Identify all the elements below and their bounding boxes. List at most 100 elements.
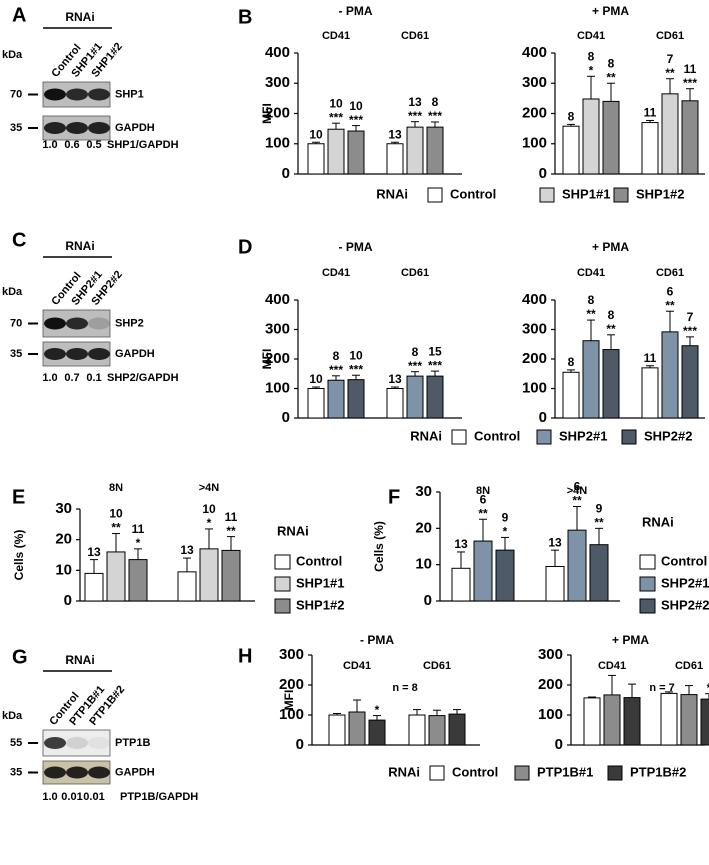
blot-band: [88, 317, 110, 330]
unit-label: kDa: [2, 49, 23, 61]
y-axis-label: MFI: [282, 690, 296, 711]
y-tick-label: 400: [265, 291, 290, 308]
annotation: n = 7: [649, 682, 674, 694]
category-label: CD41: [343, 660, 371, 672]
significance-label: ***: [428, 358, 442, 372]
legend-swatch: [539, 187, 555, 203]
bar: [562, 125, 580, 175]
blot-header: RNAi: [65, 10, 94, 24]
bar: [583, 697, 601, 746]
chart-title: - PMA: [360, 633, 394, 647]
legend-swatch: [639, 576, 656, 592]
bar: [603, 694, 621, 746]
legend-swatch: [427, 187, 443, 203]
bar: [84, 572, 104, 602]
y-tick-label: 10: [55, 561, 72, 578]
bar: [221, 549, 241, 602]
category-label: CD41: [598, 660, 626, 672]
chart-title: + PMA: [592, 240, 629, 254]
blot-band: [66, 766, 88, 779]
legend-swatch: [514, 765, 530, 781]
n-label: 8: [608, 56, 615, 70]
blot-band: [66, 737, 88, 749]
blot-band: [44, 122, 66, 134]
panel-letter: G: [12, 646, 28, 668]
ratio-value: 0.6: [64, 139, 79, 151]
y-tick-label: 200: [522, 350, 547, 367]
y-tick-label: 0: [555, 736, 563, 753]
legend-title: RNAi: [376, 186, 408, 201]
legend-label: SHP1#2: [636, 186, 684, 201]
legend-label: SHP2#1: [559, 428, 607, 443]
n-label: 9: [596, 502, 603, 516]
row-label: GAPDH: [115, 766, 155, 778]
category-label: CD41: [322, 30, 350, 42]
n-label: 6: [480, 492, 487, 506]
n-label: 11: [132, 522, 145, 536]
significance-label: **: [111, 521, 121, 535]
legend-label: SHP2#2: [644, 428, 692, 443]
blot-band: [88, 122, 110, 134]
blot-band: [88, 766, 110, 779]
bar: [199, 548, 219, 602]
significance-label: ***: [683, 76, 697, 90]
y-tick-label: 0: [282, 409, 290, 426]
bar: [106, 551, 126, 602]
legend-title: RNAi: [642, 514, 674, 529]
n-label: 6: [574, 480, 581, 494]
bar: [408, 714, 426, 746]
significance-label: ***: [329, 110, 343, 124]
panel-letter: E: [12, 486, 25, 508]
y-tick-label: 20: [55, 531, 72, 548]
ratio-value: 0.01: [83, 791, 104, 803]
bar: [426, 375, 444, 419]
bar: [623, 697, 641, 746]
significance-label: ***: [329, 363, 343, 377]
blot-band: [44, 348, 66, 360]
legend-swatch: [274, 598, 291, 614]
bar: [307, 143, 325, 175]
blot-band: [66, 88, 88, 101]
significance-label: *: [375, 703, 380, 717]
bar: [386, 388, 404, 419]
blot-band: [66, 317, 88, 330]
row-label: GAPDH: [115, 122, 155, 134]
n-label: 11: [644, 351, 657, 365]
n-label: 13: [388, 127, 402, 141]
significance-label: *: [589, 63, 594, 77]
blot-band: [66, 348, 88, 360]
category-label: 8N: [109, 482, 123, 494]
bar: [545, 565, 565, 602]
bar: [177, 571, 197, 602]
y-tick-label: 100: [522, 135, 547, 152]
bar: [681, 100, 699, 175]
bar: [700, 698, 709, 746]
y-tick-label: 300: [522, 320, 547, 337]
blot-header: RNAi: [65, 239, 94, 253]
n-label: 10: [349, 99, 363, 113]
annotation: n = 8: [392, 682, 417, 694]
n-label: 13: [180, 543, 194, 557]
blot-band: [44, 737, 66, 749]
bar: [602, 100, 620, 175]
bar: [368, 719, 386, 746]
significance-label: ***: [349, 362, 363, 376]
n-label: 11: [684, 62, 697, 76]
n-label: 10: [329, 96, 343, 110]
bar: [327, 379, 345, 419]
legend-swatch: [274, 576, 291, 592]
legend-label: PTP1B#2: [630, 764, 686, 779]
y-tick-label: 100: [522, 379, 547, 396]
blot-header: RNAi: [65, 653, 94, 667]
ratio-value: 0.1: [86, 372, 101, 384]
n-label: 11: [644, 106, 657, 120]
marker-label: 55: [10, 737, 22, 749]
row-label: SHP2: [115, 317, 144, 329]
legend-label: SHP1#1: [296, 575, 344, 590]
y-tick-label: 0: [539, 409, 547, 426]
n-label: 11: [225, 510, 238, 524]
legend-label: Control: [474, 428, 520, 443]
significance-label: **: [665, 66, 675, 80]
marker-label: 35: [10, 122, 22, 134]
row-label: SHP1: [115, 88, 144, 100]
